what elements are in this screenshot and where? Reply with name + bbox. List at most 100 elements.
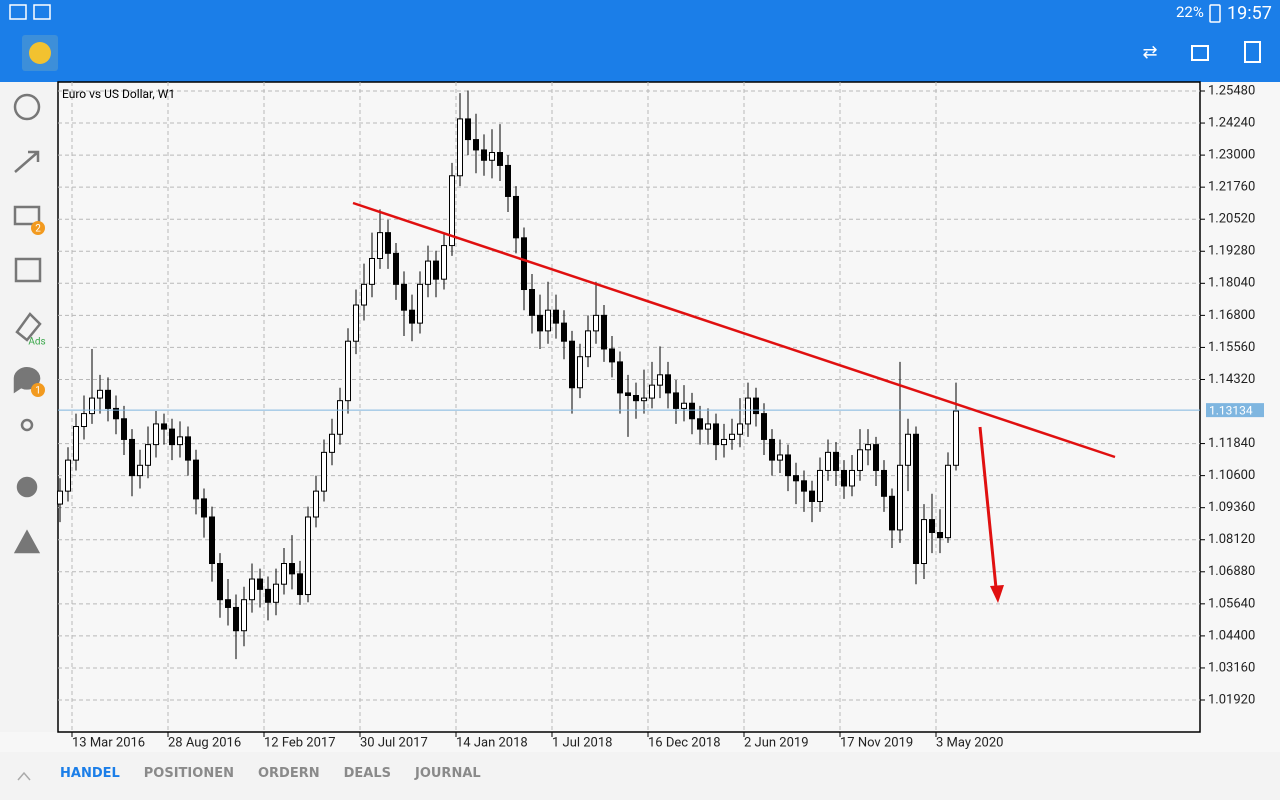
candle-body [497,152,503,166]
current-price-box [1206,403,1264,418]
candle-body [385,232,391,254]
candle-body [569,340,575,389]
current-price-label: 1.13134 [1209,403,1253,417]
candle-body [169,428,175,446]
x-tick-label: 17 Nov 2019 [840,735,913,750]
candle-body [417,283,423,324]
candle-body [153,423,159,446]
nav-news[interactable] [14,257,42,283]
tab-bar [0,752,1280,800]
x-tick-label: 30 Jul 2017 [360,735,428,750]
x-axis-area [0,732,1280,752]
candle-body [369,257,375,285]
x-tick-label: 13 Mar 2016 [72,735,145,750]
candle-body [537,314,543,332]
candle-body [737,423,743,435]
y-tick-label: 1.18040 [1208,276,1255,291]
status-icon [9,4,27,20]
y-tick-label: 1.06880 [1208,564,1255,579]
candle-body [473,139,479,151]
clock: 19:57 [1227,3,1272,24]
ads-label: Ads [28,337,45,348]
candle-body [753,397,759,415]
candle-body [265,588,271,603]
candle-body [857,449,863,471]
candle-body [105,389,111,409]
candle-body [177,436,183,446]
y-tick-label: 1.09360 [1208,500,1255,515]
arrow [978,426,998,589]
candle-body [577,356,583,389]
windows-button[interactable] [1191,45,1209,61]
candle-body [345,340,351,402]
candle-body [809,490,815,502]
candle-body [489,152,495,161]
nav-quotes[interactable] [13,93,41,121]
candle-body [297,573,303,596]
y-tick-label: 1.19280 [1208,244,1255,259]
tab[interactable]: ORDERN [257,766,320,781]
candle-body [681,402,687,409]
tab[interactable]: HANDEL [60,766,120,781]
x-tick-label: 1 Jul 2018 [552,735,612,750]
nav-settings[interactable] [16,476,38,498]
candle-body [633,394,639,402]
symbols-button[interactable]: ⇄ [1142,42,1157,63]
candle-body [449,175,455,247]
candle-body [881,469,887,497]
candle-body [697,418,703,430]
tab[interactable]: DEALS [343,766,391,781]
nav-ads[interactable] [15,312,42,342]
nav-community[interactable] [20,418,34,432]
y-tick-label: 1.16800 [1208,308,1255,323]
candle-body [433,260,439,280]
candle-body [321,451,327,492]
candle-body [81,413,87,428]
candle-body [361,283,367,306]
battery-icon [1209,4,1221,23]
nav-mail[interactable] [13,205,41,226]
candle-body [273,583,279,603]
y-tick-label: 1.14320 [1208,372,1255,387]
battery: 22% [1176,3,1204,21]
candle-body [745,397,751,425]
candle-body [601,314,607,350]
y-tick-label: 1.21760 [1208,180,1255,195]
candle-body [289,563,295,575]
candle-body [505,164,511,197]
candle-body [521,237,527,291]
candle-body [729,433,735,440]
candle-body [817,469,823,502]
candle-body [89,397,95,415]
y-tick-label: 1.05640 [1208,596,1255,611]
candle-body [761,413,767,440]
y-tick-label: 1.25480 [1208,83,1255,98]
candle-body [545,309,551,332]
nav-trade[interactable] [14,150,40,173]
candle-body [713,423,719,446]
candle-body [241,599,247,632]
candle-body [609,348,615,363]
candle-body [257,578,263,590]
tab[interactable]: POSITIONEN [143,766,234,781]
candle-body [865,444,871,451]
candle-body [161,423,167,430]
candle-body [409,309,415,324]
expand-button[interactable] [17,771,31,781]
nav-more[interactable] [13,529,41,554]
candle-body [929,519,935,533]
status-icon [33,4,51,20]
candle-body [201,498,207,518]
tab[interactable]: JOURNAL [414,766,481,781]
x-tick-label: 28 Aug 2016 [168,735,241,750]
candle-body [657,374,663,386]
candle-body [921,519,927,565]
candle-body [129,438,135,477]
candle-body [313,490,319,518]
sidebar [0,82,56,752]
y-tick-label: 1.11840 [1208,436,1255,451]
new-order-button[interactable] [1244,41,1261,63]
candle-body [337,400,343,435]
candle-body [897,464,903,531]
